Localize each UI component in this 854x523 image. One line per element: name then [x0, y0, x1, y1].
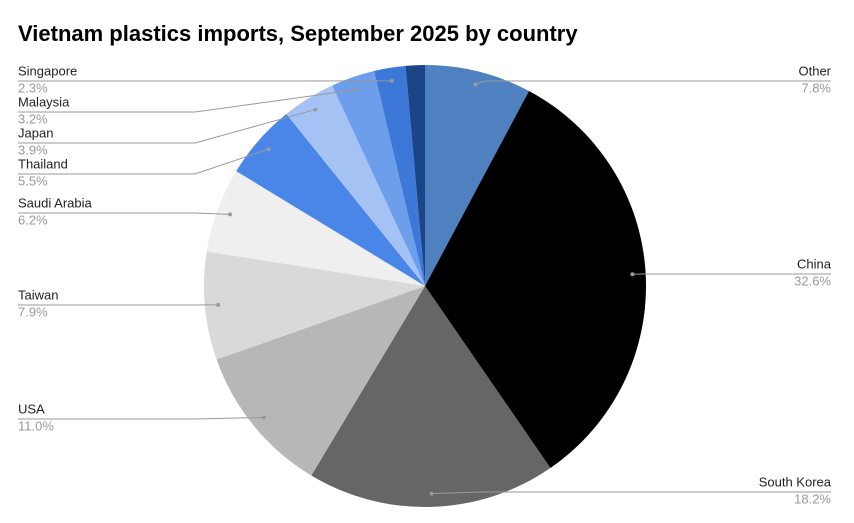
slice-label: Japan: [18, 125, 53, 140]
leader-dot: [630, 272, 635, 277]
slice-value-label: 32.6%: [794, 273, 831, 288]
pie-slice: [206, 171, 425, 286]
pie-slice: [405, 65, 425, 286]
pie-slice: [286, 85, 425, 286]
slice-value-label: 2.3%: [18, 80, 48, 95]
pie-slice: [425, 65, 530, 286]
pie-slice: [204, 251, 425, 360]
leader-line: [18, 212, 231, 215]
slice-label: Singapore: [18, 63, 77, 78]
slice-label: China: [797, 256, 832, 271]
slice-value-label: 3.9%: [18, 142, 48, 157]
leader-dot: [266, 147, 271, 152]
leader-dot: [227, 212, 232, 217]
leader-dot: [389, 78, 394, 83]
pie-slice: [425, 91, 647, 469]
pie-slice: [374, 65, 425, 287]
pie-slice: [311, 286, 551, 507]
leader-dot: [313, 107, 318, 112]
leader-dot: [355, 87, 360, 92]
leader-dot: [473, 82, 478, 87]
slice-value-label: 7.9%: [18, 304, 48, 319]
leader-line: [18, 109, 316, 144]
leader-dot: [216, 302, 221, 307]
chart-title: Vietnam plastics imports, September 2025…: [18, 21, 578, 46]
slice-label: Taiwan: [18, 287, 58, 302]
slice-value-label: 5.5%: [18, 173, 48, 188]
slice-label: Saudi Arabia: [18, 195, 92, 210]
slice-label: Thailand: [18, 156, 68, 171]
slice-label: Other: [798, 63, 831, 78]
leader-line: [18, 148, 269, 175]
leader-dot: [262, 415, 267, 420]
slice-value-label: 18.2%: [794, 491, 831, 506]
slice-value-label: 6.2%: [18, 212, 48, 227]
slice-label: South Korea: [759, 474, 832, 489]
pie-slice: [236, 113, 425, 286]
leader-line: [18, 416, 265, 420]
slice-value-label: 11.0%: [18, 418, 54, 433]
slice-value-label: 7.8%: [801, 80, 831, 95]
leader-line: [431, 491, 831, 495]
leader-line: [475, 80, 831, 85]
slice-value-label: 3.2%: [18, 111, 48, 126]
slice-label: Malaysia: [18, 94, 70, 109]
pie-slice: [216, 286, 425, 476]
leader-dot: [429, 491, 434, 496]
slice-label: USA: [18, 401, 45, 416]
pie-slice: [332, 70, 425, 287]
leader-line: [18, 89, 358, 113]
